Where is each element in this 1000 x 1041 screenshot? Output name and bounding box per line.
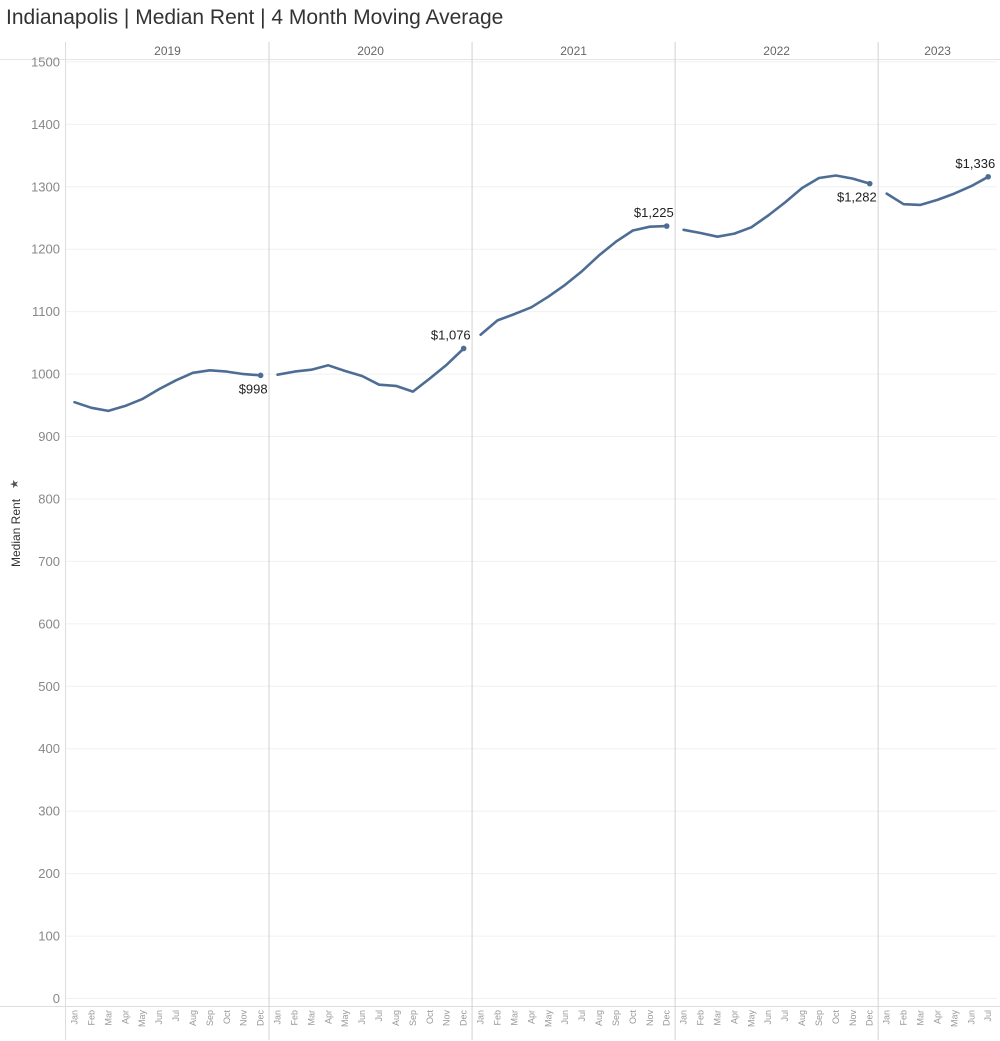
month-tick-2023-Apr: Apr: [932, 1010, 942, 1024]
month-tick-2022-Oct: Oct: [831, 1010, 841, 1025]
month-tick-2019-Aug: Aug: [188, 1010, 198, 1026]
year-label-2021: 2021: [560, 44, 587, 58]
month-tick-2022-Mar: Mar: [712, 1010, 722, 1026]
month-tick-2021-Sep: Sep: [611, 1010, 621, 1026]
month-tick-2020-Jun: Jun: [357, 1010, 367, 1025]
month-tick-2020-Aug: Aug: [391, 1010, 401, 1026]
series-line-2022: [682, 174, 871, 238]
month-tick-2023-Jun: Jun: [966, 1010, 976, 1025]
month-tick-2023-Jul: Jul: [983, 1010, 993, 1022]
series-line-2023: [885, 175, 990, 207]
month-tick-2021-Mar: Mar: [509, 1010, 519, 1026]
y-tick-label: 1400: [31, 117, 60, 132]
month-tick-2022-Jun: Jun: [763, 1010, 773, 1025]
month-tick-2022-Feb: Feb: [696, 1010, 706, 1026]
month-tick-2021-Dec: Dec: [662, 1010, 672, 1027]
month-tick-2019-Dec: Dec: [256, 1010, 266, 1027]
month-tick-2021-Jun: Jun: [560, 1010, 570, 1025]
y-tick-label: 300: [38, 804, 60, 819]
y-tick-label: 400: [38, 741, 60, 756]
month-tick-2020-Nov: Nov: [442, 1010, 452, 1027]
month-tick-2021-Apr: Apr: [526, 1010, 536, 1024]
data-label-2022: $1,282: [837, 190, 877, 205]
month-tick-2019-Nov: Nov: [239, 1010, 249, 1027]
month-tick-2022-Dec: Dec: [865, 1010, 875, 1027]
month-tick-2022-Sep: Sep: [814, 1010, 824, 1026]
series-line-2021: [479, 224, 668, 336]
data-label-2021: $1,225: [634, 205, 674, 220]
month-tick-2019-May: May: [137, 1010, 147, 1028]
data-label-2019: $998: [239, 381, 268, 396]
y-axis-label: Median Rent: [9, 498, 23, 567]
month-tick-2020-Sep: Sep: [408, 1010, 418, 1026]
month-tick-2020-Mar: Mar: [306, 1010, 316, 1026]
year-label-2022: 2022: [763, 44, 790, 58]
y-tick-label: 200: [38, 866, 60, 881]
end-marker-2019: [257, 372, 264, 379]
month-tick-2019-Apr: Apr: [120, 1010, 130, 1024]
month-tick-2020-Feb: Feb: [289, 1010, 299, 1026]
y-tick-label: 900: [38, 429, 60, 444]
month-tick-2023-Feb: Feb: [899, 1010, 909, 1026]
month-tick-2019-Sep: Sep: [205, 1010, 215, 1026]
month-tick-2022-Aug: Aug: [797, 1010, 807, 1026]
y-tick-label: 700: [38, 554, 60, 569]
y-tick-label: 1300: [31, 179, 60, 194]
month-tick-2021-Oct: Oct: [628, 1010, 638, 1025]
end-marker-2023: [985, 173, 991, 180]
y-tick-label: 800: [38, 491, 60, 506]
month-tick-2021-Nov: Nov: [645, 1010, 655, 1027]
month-tick-2023-May: May: [949, 1010, 959, 1028]
month-tick-2022-Jan: Jan: [679, 1010, 689, 1025]
month-tick-2020-Oct: Oct: [425, 1010, 435, 1025]
month-tick-2019-Jul: Jul: [171, 1010, 181, 1022]
month-tick-2022-May: May: [746, 1010, 756, 1028]
month-tick-2022-Apr: Apr: [729, 1010, 739, 1024]
month-tick-2021-Jan: Jan: [476, 1010, 486, 1025]
series-line-2019: [73, 369, 262, 413]
data-label-2023: $1,336: [955, 156, 995, 171]
year-label-2019: 2019: [154, 44, 181, 58]
y-tick-label: 1500: [31, 54, 60, 69]
month-tick-2020-Jul: Jul: [374, 1010, 384, 1022]
y-tick-label: 100: [38, 929, 60, 944]
y-tick-label: 1100: [32, 304, 60, 319]
month-tick-2022-Jul: Jul: [780, 1010, 790, 1022]
month-tick-2021-May: May: [543, 1010, 553, 1028]
y-tick-label: 600: [38, 616, 60, 631]
month-tick-2019-Jan: Jan: [70, 1010, 80, 1025]
data-label-2020: $1,076: [431, 327, 471, 342]
y-tick-label: 500: [38, 679, 60, 694]
y-tick-label: 1200: [31, 242, 60, 257]
month-tick-2019-Oct: Oct: [222, 1010, 232, 1025]
month-tick-2021-Aug: Aug: [594, 1010, 604, 1026]
month-tick-2023-Mar: Mar: [916, 1010, 926, 1026]
year-label-2020: 2020: [357, 44, 384, 58]
end-marker-2020: [460, 345, 467, 352]
month-tick-2021-Jul: Jul: [577, 1010, 587, 1022]
month-tick-2019-Feb: Feb: [86, 1010, 96, 1026]
year-label-2023: 2023: [924, 44, 951, 58]
chart-title: Indianapolis | Median Rent | 4 Month Mov…: [6, 6, 504, 29]
month-tick-2021-Feb: Feb: [493, 1010, 503, 1026]
end-marker-2021: [663, 223, 670, 229]
y-tick-label: 0: [53, 991, 60, 1006]
month-tick-2020-Apr: Apr: [323, 1010, 333, 1024]
month-tick-2022-Nov: Nov: [848, 1010, 858, 1027]
end-marker-2022: [866, 180, 873, 187]
month-tick-2020-Dec: Dec: [459, 1010, 469, 1027]
series-line-2020: [276, 347, 465, 393]
month-tick-2023-Jan: Jan: [882, 1010, 892, 1025]
sort-icon: ★: [8, 479, 21, 489]
y-tick-label: 1000: [31, 367, 60, 382]
month-tick-2019-Jun: Jun: [154, 1010, 164, 1025]
month-tick-2020-May: May: [340, 1010, 350, 1028]
month-tick-2020-Jan: Jan: [273, 1010, 283, 1025]
month-tick-2019-Mar: Mar: [103, 1010, 113, 1026]
